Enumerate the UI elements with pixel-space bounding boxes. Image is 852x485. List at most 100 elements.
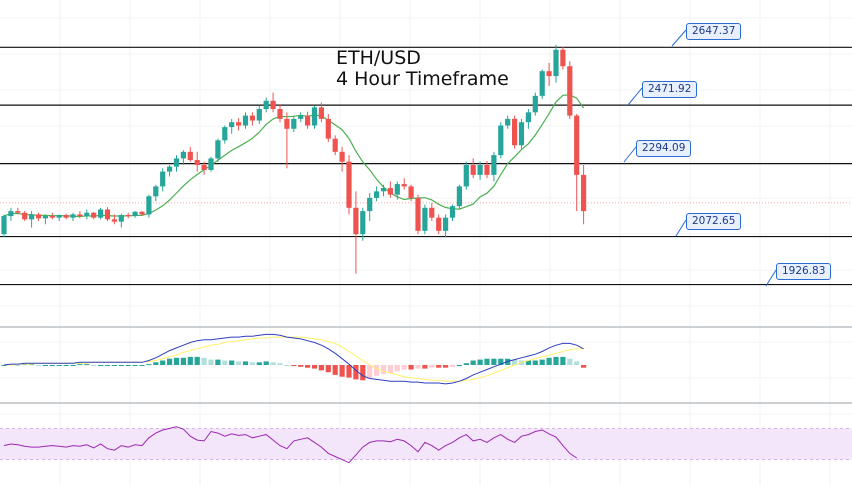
level-label-2072: 2072.65 [686,213,742,230]
macd-histogram-bar [201,357,207,365]
macd-histogram-bar [436,365,442,368]
candle-body [311,107,318,126]
macd-histogram-bar [236,361,242,365]
macd-histogram-bar [15,365,21,366]
candle-body [15,211,21,213]
macd-histogram-bar [125,365,131,366]
macd-histogram-bar [180,357,186,365]
macd-histogram-bar [498,358,504,365]
candle-body [560,49,566,67]
macd-histogram-bar [332,365,338,375]
candle-body [491,155,497,175]
candle-body [249,115,255,121]
candle-body [29,214,35,220]
macd-histogram-bar [394,365,400,372]
candle-body [132,211,138,217]
macd-histogram-bar [104,365,111,366]
macd-histogram-bar [346,365,352,378]
candle-body [56,215,62,218]
macd-histogram-bar [77,364,83,366]
macd-histogram-bar [167,358,173,365]
macd-histogram-bar [242,361,249,365]
candle-body [201,165,207,170]
macd-histogram-bar [539,359,545,365]
candle-body [546,71,552,77]
candle-body [42,216,48,219]
macd-histogram-bar [56,365,62,366]
candle-body [91,212,97,218]
macd-histogram-bar [42,365,48,366]
macd-histogram-bar [387,365,393,374]
macd-histogram-bar [229,360,235,365]
candle-body [305,115,311,126]
candle-body [284,118,290,129]
candle-body [291,118,297,129]
candle-body [153,186,159,197]
macd-histogram-bar [298,365,304,367]
chart-title: ETH/USD 4 Hour Timeframe [336,48,509,90]
candle-body [98,209,104,218]
macd-histogram-bar [456,365,462,366]
macd-histogram-bar [35,365,42,366]
macd-histogram-bar [270,362,276,365]
macd-histogram-bar [263,361,269,365]
candle-body [470,165,476,175]
candle-body [236,122,242,126]
candle-body [367,197,373,212]
candle-body [298,115,304,119]
candle-body [512,118,518,146]
macd-histogram-bar [470,360,476,365]
macd-histogram-bar [525,360,531,365]
macd-histogram-bar [194,356,200,365]
macd-histogram-bar [305,365,311,368]
candle-body [380,188,387,192]
candle-body [208,158,214,170]
macd-histogram-bar [98,365,104,366]
macd-histogram-bar [463,363,469,365]
candle-body [70,214,76,218]
level-label-connector [623,146,637,163]
level-label-2647: 2647.37 [686,23,742,40]
candle-body [401,184,407,187]
macd-histogram-bar [374,365,380,376]
candle-body [139,211,145,215]
macd-histogram-bar [249,362,255,365]
macd-histogram-bar [63,365,69,366]
macd-histogram-bar [491,358,497,365]
candle-body [539,71,545,96]
candle-body [242,115,249,126]
macd-histogram-bar [111,365,117,366]
macd-histogram-bar [318,365,324,371]
macd-histogram-bar [173,357,180,365]
candle-body [277,109,283,119]
candle-body [498,125,504,156]
macd-histogram-bar [187,356,193,365]
candle-body [353,207,359,235]
macd-histogram-bar [160,360,166,365]
chart-title-line2: 4 Hour Timeframe [336,68,509,90]
candle-body [525,112,531,123]
macd-panel [1,333,587,385]
candlesticks [1,44,587,274]
macd-histogram-bar [118,365,124,366]
macd-histogram-bar [360,365,366,381]
macd-histogram-bar [415,365,421,369]
candle-body [8,211,14,217]
macd-histogram-bar [477,359,483,365]
macd-histogram-bar [429,365,435,368]
macd-histogram-bar [553,356,559,365]
macd-histogram-bar [208,359,214,365]
price-levels [0,29,852,287]
candle-body [173,158,180,167]
candle-body [477,165,483,175]
candle-body [318,107,324,119]
candle-body [374,191,380,198]
candle-body [222,127,228,141]
candle-body [360,211,366,235]
macd-histogram-bar [291,365,297,366]
macd-histogram-bar [484,358,490,365]
candle-body [180,151,186,159]
candle-body [1,216,7,235]
macd-histogram-bar [560,356,566,365]
